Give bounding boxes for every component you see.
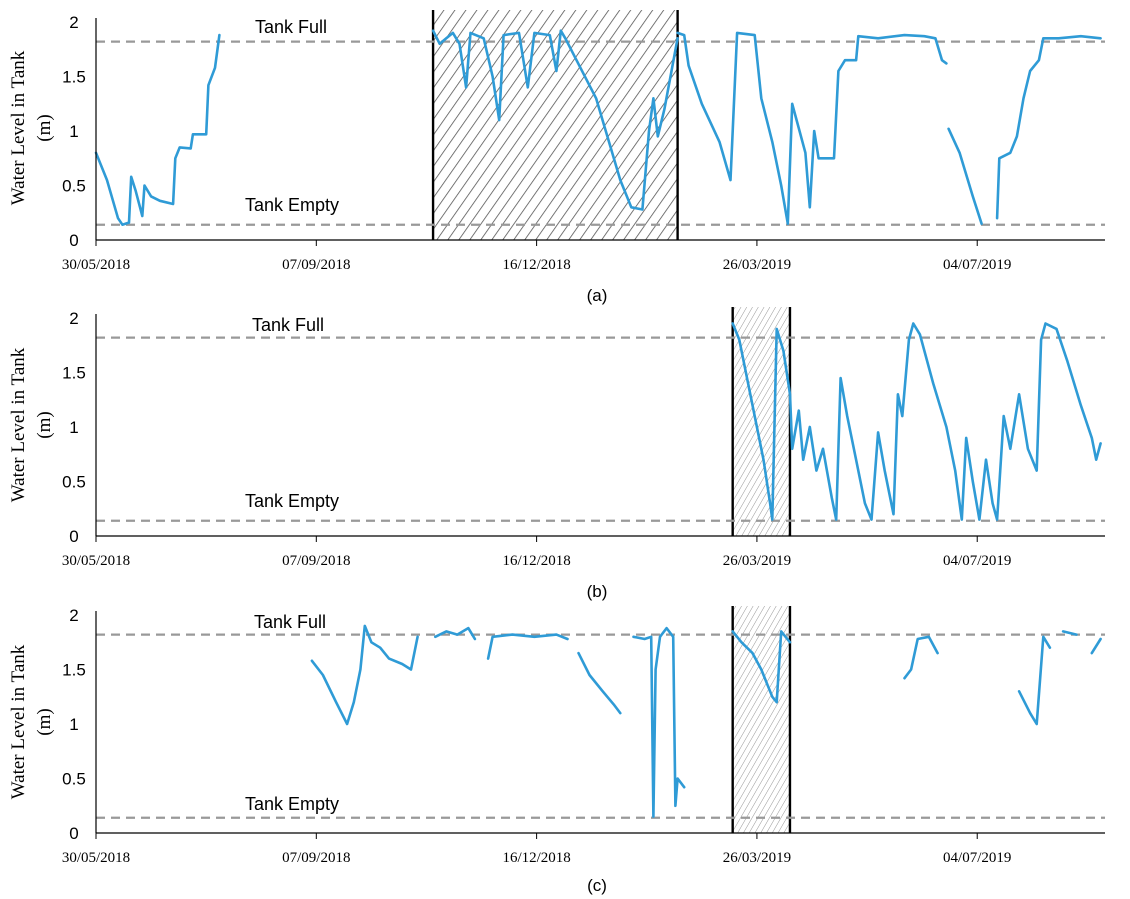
series-line — [947, 127, 983, 225]
x-tick-label: 30/05/2018 — [62, 850, 130, 866]
panel-caption: (b) — [587, 582, 608, 601]
x-tick-label: 07/09/2018 — [282, 257, 350, 273]
panel-b: Water Level in Tank (m) 0 0.5 1 1.5 2 30/05/2… — [8, 307, 1105, 601]
x-tick-label: 16/12/2018 — [502, 257, 570, 273]
y-axis-label: Water Level in Tank — [8, 50, 29, 205]
x-tick-label: 26/03/2019 — [723, 553, 791, 569]
panel-caption: (c) — [587, 876, 607, 895]
y-tick-label: 2 — [69, 606, 78, 625]
plot-area: 0 0.5 1 1.5 2 30/05/2018 07/09/2018 16/12/2018 2… — [62, 307, 1105, 569]
series-line — [94, 33, 221, 226]
panel-a: Water Level in Tank (m) 0 0.5 1 1.5 2 30/05/2… — [8, 10, 1105, 305]
series-line — [577, 651, 622, 715]
y-tick-label: 1 — [69, 715, 78, 734]
tank-full-label: Tank Full — [255, 17, 327, 37]
tank-empty-label: Tank Empty — [245, 491, 339, 511]
x-tick-label: 07/09/2018 — [282, 850, 350, 866]
x-tick-label: 26/03/2019 — [723, 850, 791, 866]
y-tick-label: 1.5 — [62, 661, 86, 680]
series-line — [310, 624, 419, 726]
x-tick-label: 07/09/2018 — [282, 553, 350, 569]
y-tick-label: 0 — [69, 824, 78, 843]
tank-full-label: Tank Full — [254, 612, 326, 632]
y-tick-label: 1.5 — [62, 364, 86, 383]
y-tick-label: 1 — [69, 418, 78, 437]
series-line — [486, 633, 569, 660]
y-tick-label: 0.5 — [62, 770, 86, 789]
y-axis-unit: (m) — [34, 114, 55, 141]
x-tick-label: 16/12/2018 — [502, 850, 570, 866]
x-tick-label: 04/07/2019 — [943, 257, 1011, 273]
series-line — [731, 630, 792, 704]
y-axis-label: Water Level in Tank — [8, 644, 29, 799]
series-line — [903, 635, 939, 680]
x-tick-label: 04/07/2019 — [943, 553, 1011, 569]
y-tick-label: 0 — [69, 231, 78, 250]
y-tick-label: 2 — [69, 13, 78, 32]
series-line — [1090, 637, 1102, 655]
x-tick-label: 26/03/2019 — [723, 257, 791, 273]
series-line — [434, 626, 477, 641]
plot-area: 0 0.5 1 1.5 2 30/05/2018 07/09/2018 16/12/2018 2… — [62, 606, 1105, 866]
y-tick-label: 1 — [69, 122, 78, 141]
series-line — [995, 34, 1102, 220]
y-tick-label: 0 — [69, 527, 78, 546]
panel-c: Water Level in Tank (m) 0 0.5 1 1.5 2 30/05/2… — [8, 606, 1105, 895]
y-axis-unit: (m) — [34, 411, 55, 438]
x-tick-label: 30/05/2018 — [62, 553, 130, 569]
y-tick-label: 0.5 — [62, 177, 86, 196]
series-line — [1061, 630, 1078, 636]
panel-caption: (a) — [587, 286, 608, 305]
y-tick-label: 2 — [69, 309, 78, 328]
y-tick-label: 0.5 — [62, 473, 86, 492]
series-line — [632, 626, 686, 818]
x-tick-label: 16/12/2018 — [502, 553, 570, 569]
shaded-period — [433, 10, 678, 240]
series-line — [731, 322, 1102, 521]
y-axis-unit: (m) — [34, 708, 55, 735]
y-axis-label: Water Level in Tank — [8, 347, 29, 502]
x-tick-label: 30/05/2018 — [62, 257, 130, 273]
tank-empty-label: Tank Empty — [245, 195, 339, 215]
tank-empty-label: Tank Empty — [245, 794, 339, 814]
x-tick-label: 04/07/2019 — [943, 850, 1011, 866]
series-line — [1017, 635, 1052, 726]
series-line — [431, 29, 679, 211]
series-line — [676, 31, 948, 225]
y-tick-label: 1.5 — [62, 68, 86, 87]
plot-area: 0 0.5 1 1.5 2 30/05/2018 07/09/2018 16/12/2018 2… — [62, 10, 1105, 273]
tank-full-label: Tank Full — [252, 315, 324, 335]
